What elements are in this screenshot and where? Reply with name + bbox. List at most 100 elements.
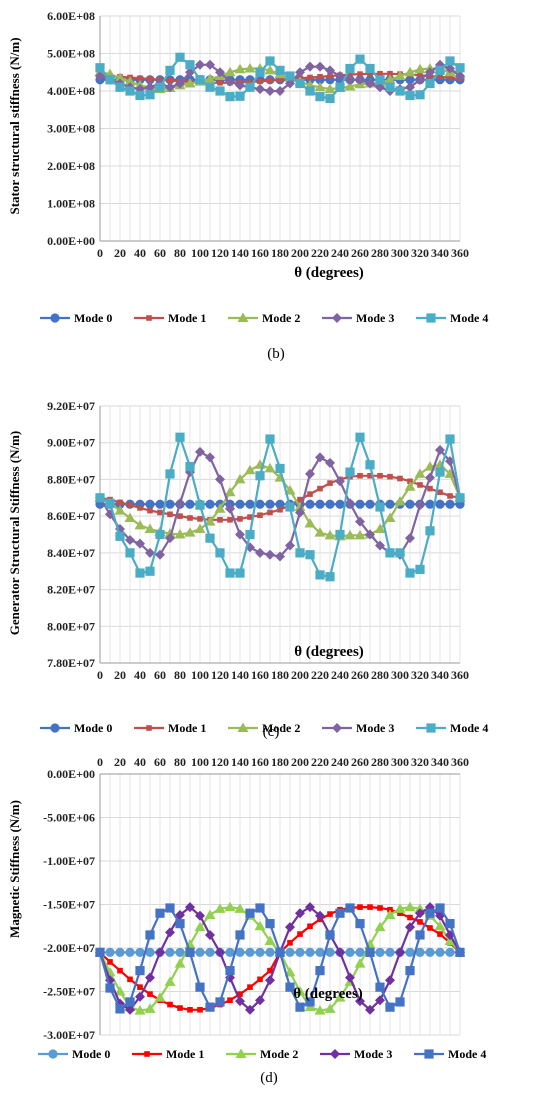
data-point [245, 542, 255, 553]
data-point [315, 910, 325, 921]
data-point [435, 499, 445, 509]
data-point [187, 515, 193, 521]
data-point [447, 74, 453, 81]
data-point [365, 499, 375, 509]
data-point [165, 469, 175, 479]
data-point [235, 930, 245, 940]
data-point [304, 517, 316, 528]
data-point [295, 1002, 305, 1012]
data-point [95, 63, 105, 73]
data-point [235, 499, 245, 509]
data-point [405, 499, 415, 509]
data-point [215, 997, 225, 1007]
data-point [435, 467, 445, 477]
data-point [125, 548, 135, 558]
grid [99, 15, 461, 242]
x-tick-label: 160 [251, 755, 269, 769]
data-point [377, 472, 383, 479]
x-tick-label: 240 [331, 755, 349, 769]
data-point [234, 63, 246, 74]
data-point [114, 986, 126, 996]
data-point [185, 902, 195, 913]
data-point [175, 947, 185, 957]
x-tick-label: 120 [211, 246, 229, 260]
data-point [445, 56, 455, 66]
panel-label: (b) [267, 346, 285, 362]
data-point [405, 966, 415, 976]
data-point [314, 81, 326, 92]
data-point [445, 456, 455, 467]
y-tick-labels: 0.00E+00 1.00E+08 2.00E+08 3.00E+08 4.00E+08… [47, 9, 95, 248]
y-tick-label: 1.00E+08 [47, 197, 95, 211]
x-tick-label: 260 [351, 755, 369, 769]
data-point [374, 523, 386, 533]
data-point [275, 65, 285, 75]
data-point [265, 434, 275, 444]
x-tick-label: 180 [271, 755, 289, 769]
data-point [325, 93, 335, 104]
data-point [157, 509, 163, 516]
data-point [445, 919, 455, 929]
data-point [144, 523, 156, 533]
data-point [255, 84, 265, 95]
legend-marker [144, 1051, 150, 1057]
data-point [205, 929, 215, 940]
data-point [125, 947, 135, 957]
data-point [437, 73, 443, 80]
x-tick-label: 200 [291, 668, 309, 682]
data-point [285, 71, 295, 81]
data-point [167, 77, 173, 84]
data-point [135, 966, 145, 976]
legend-label: Mode 4 [448, 1047, 486, 1061]
data-series [94, 432, 466, 582]
x-tick-label: 280 [371, 668, 389, 682]
y-tick-label: -1.00E+07 [43, 854, 95, 868]
data-point [405, 922, 415, 933]
data-point [115, 1004, 125, 1014]
y-tick-label: 9.00E+07 [47, 436, 95, 450]
data-point [195, 446, 205, 457]
data-point [415, 500, 425, 511]
data-point [184, 527, 196, 537]
data-point [307, 491, 313, 497]
y-tick-label: 3.00E+08 [47, 122, 95, 136]
data-point [127, 976, 133, 983]
data-point [195, 982, 205, 992]
data-point [217, 517, 223, 523]
data-point [357, 904, 363, 910]
legend-item-mode-0: Mode 0 [40, 311, 112, 325]
data-point [265, 499, 275, 509]
data-point [374, 921, 386, 932]
data-point [275, 463, 285, 474]
data-point [115, 82, 125, 92]
data-point [325, 499, 335, 509]
legend-item-mode-0: Mode 0 [38, 1047, 110, 1061]
data-point [137, 75, 143, 82]
data-point [295, 507, 305, 518]
x-tick-label: 80 [174, 668, 186, 682]
data-point [425, 499, 435, 509]
data-point [247, 79, 253, 85]
x-tick-label: 80 [174, 246, 186, 260]
y-tick-labels: 7.80E+07 8.00E+07 8.20E+07 8.40E+07 8.60E+07… [47, 399, 95, 670]
data-point [387, 70, 393, 77]
data-point [375, 75, 385, 85]
data-point [164, 976, 176, 986]
legend-label: Mode 4 [450, 311, 488, 325]
data-point [177, 513, 183, 519]
data-point [315, 452, 325, 463]
data-point [265, 947, 275, 957]
legend-item-mode-3: Mode 3 [320, 1047, 392, 1061]
data-point [405, 568, 415, 578]
legend-label: Mode 4 [450, 721, 488, 735]
y-tick-label: 8.40E+07 [47, 546, 95, 560]
data-point [385, 1002, 395, 1012]
x-tick-label: 360 [451, 755, 469, 769]
data-point [394, 70, 406, 80]
data-point [415, 908, 425, 919]
x-axis-label: θ (degrees) [294, 265, 364, 281]
stator-stiffness-chart: 0.00E+00 1.00E+08 2.00E+08 3.00E+08 4.00E+08… [7, 9, 488, 362]
data-point [165, 82, 175, 93]
data-point [117, 499, 123, 506]
data-point [344, 81, 356, 91]
